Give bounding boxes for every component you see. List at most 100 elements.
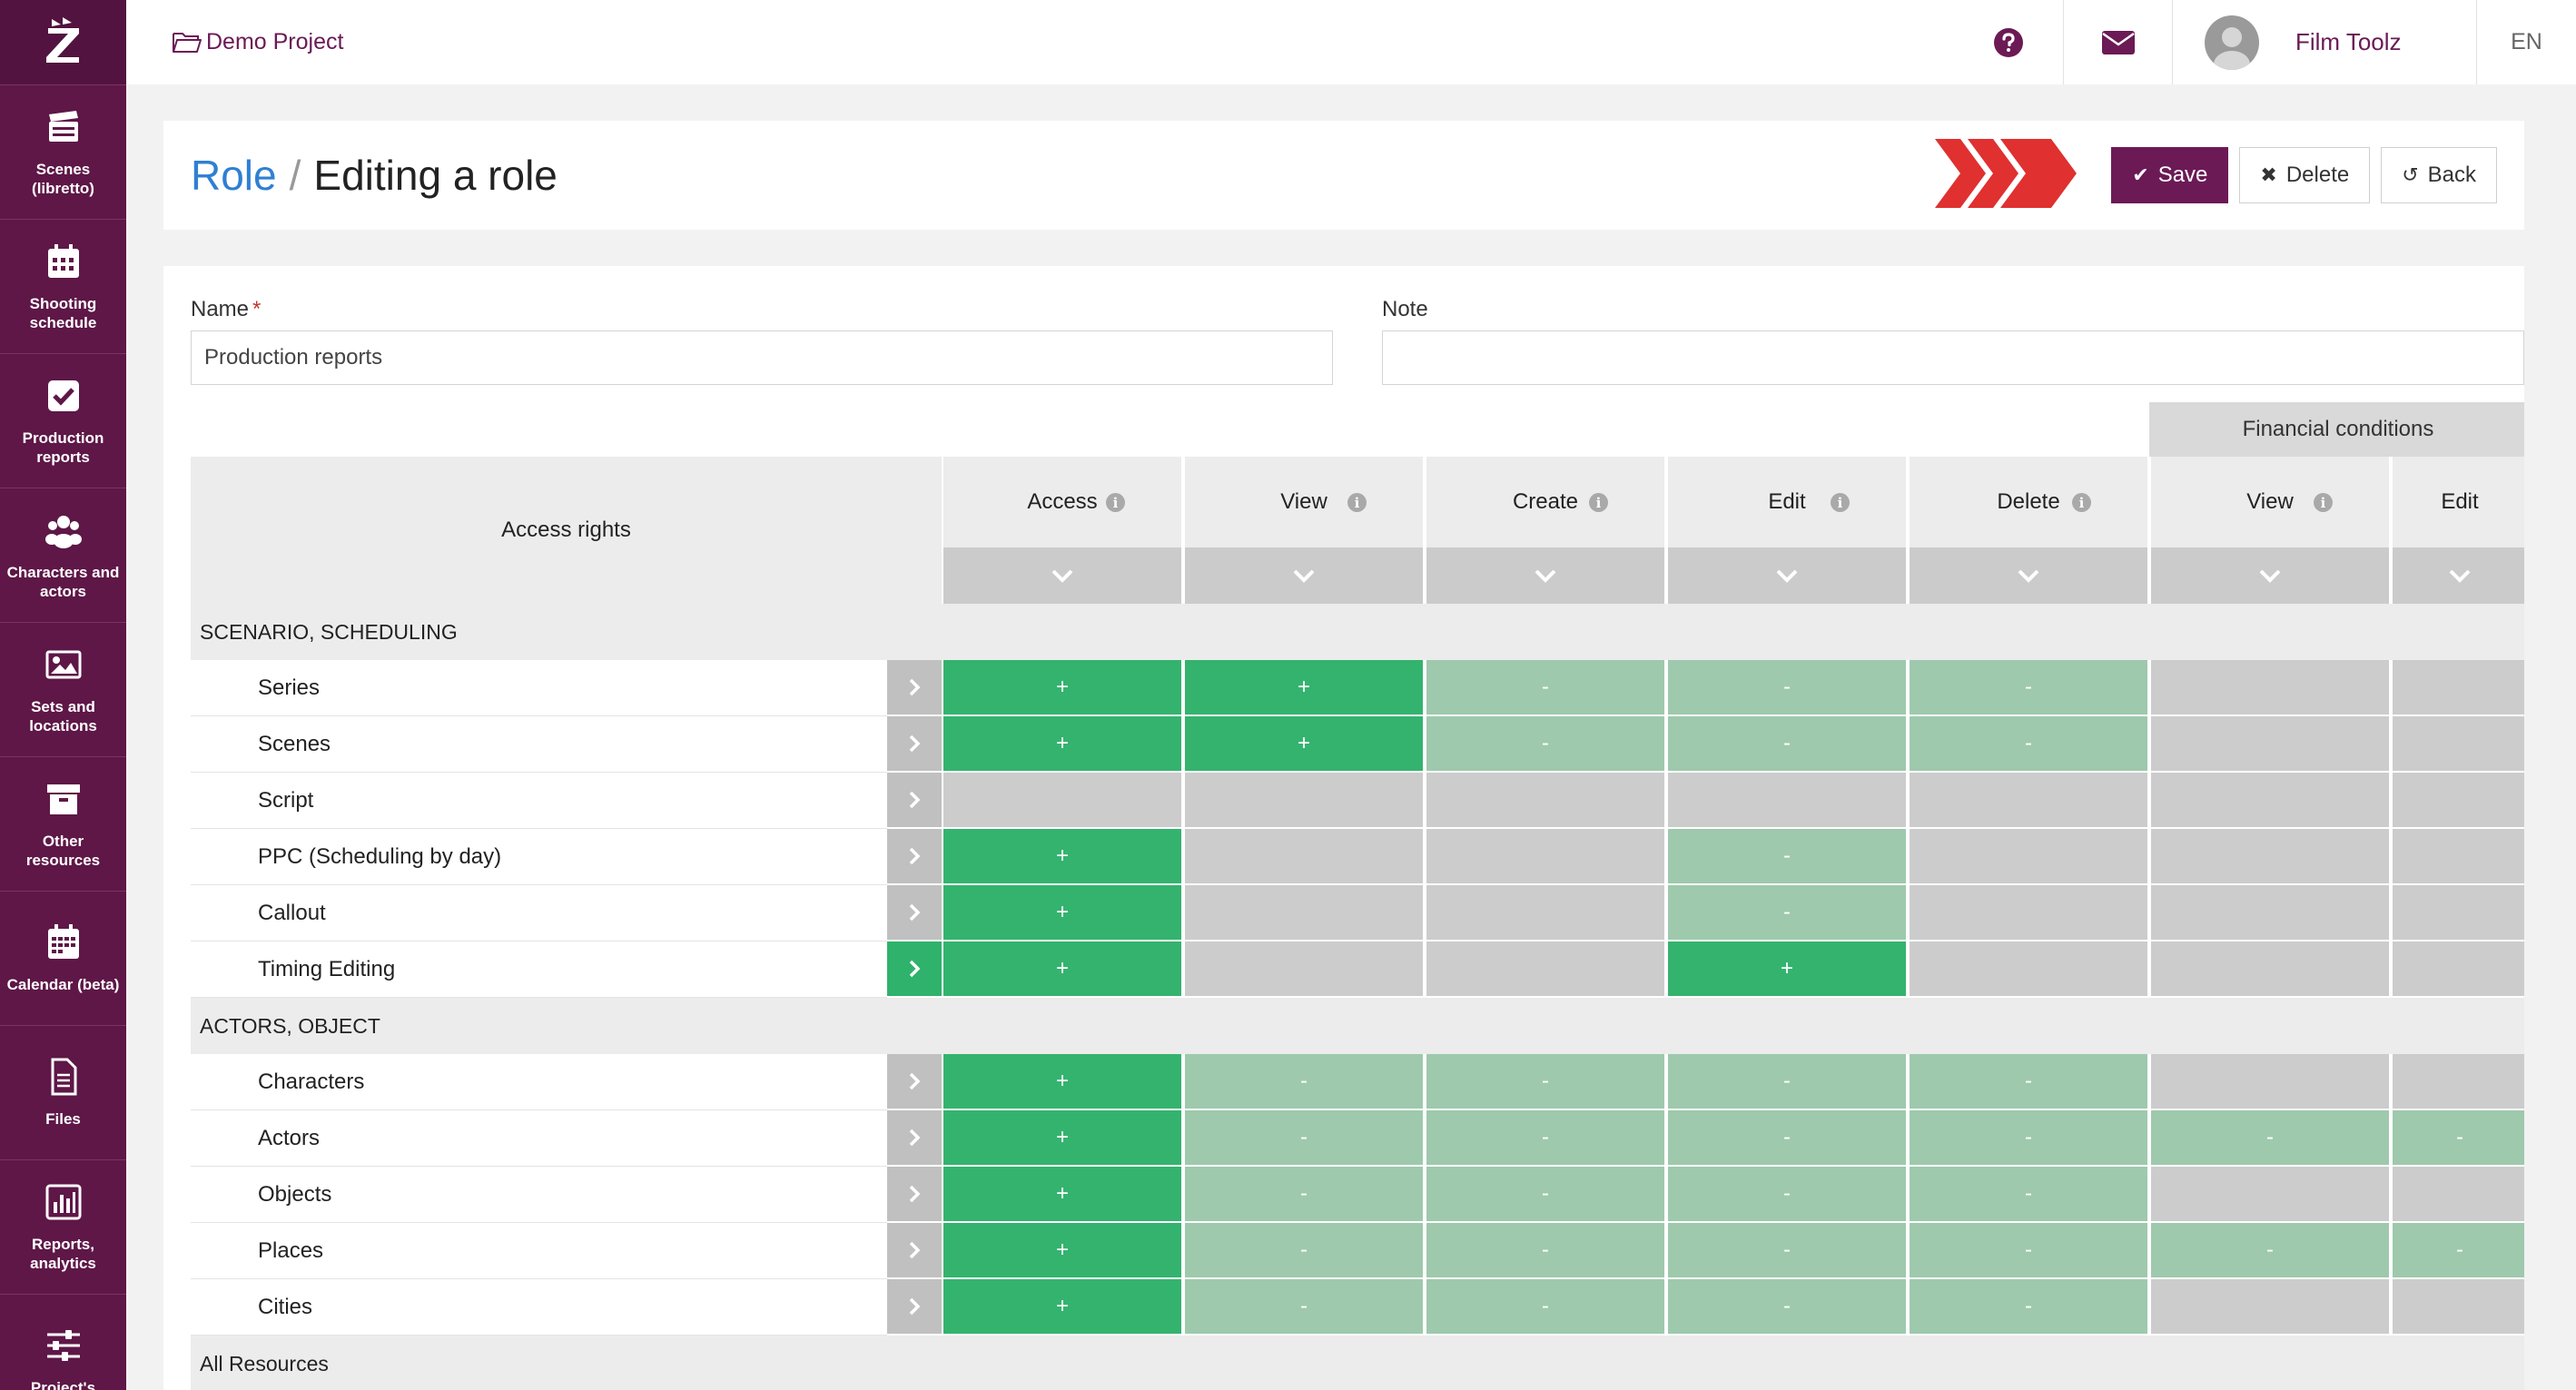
name-field[interactable]: Production reports (191, 330, 1333, 385)
row-expand-button[interactable] (887, 1110, 942, 1167)
permission-cell[interactable]: - (1666, 1223, 1906, 1279)
permission-cell[interactable]: - (1908, 716, 2147, 773)
user-menu[interactable]: Film Toolz (2172, 0, 2476, 84)
info-icon[interactable]: i (2314, 493, 2333, 512)
permission-cell[interactable]: - (1183, 1110, 1423, 1167)
save-button[interactable]: ✔ Save (2111, 147, 2229, 203)
row-expand-button[interactable] (887, 1223, 942, 1279)
info-icon[interactable]: i (1589, 493, 1608, 512)
permission-cell[interactable] (2391, 773, 2524, 829)
permission-cell[interactable] (942, 773, 1181, 829)
column-toggle-edit[interactable] (2391, 547, 2524, 604)
info-icon[interactable]: i (1831, 493, 1850, 512)
permission-cell[interactable] (2149, 1054, 2389, 1110)
language-selector[interactable]: EN (2476, 0, 2576, 84)
permission-cell[interactable] (2149, 660, 2389, 716)
permission-cell[interactable] (2149, 1279, 2389, 1336)
permission-cell[interactable]: - (1425, 1054, 1664, 1110)
note-field[interactable] (1382, 330, 2524, 385)
permission-cell[interactable] (1908, 885, 2147, 941)
permission-cell[interactable] (1425, 941, 1664, 998)
permission-cell[interactable]: - (1666, 1279, 1906, 1336)
permission-cell[interactable]: - (1908, 1223, 2147, 1279)
permission-cell[interactable]: - (1908, 660, 2147, 716)
column-toggle-create[interactable] (1425, 547, 1664, 604)
permission-cell[interactable] (2391, 716, 2524, 773)
sidebar-item-production-reports[interactable]: Production reports (0, 353, 126, 488)
sidebar-item-sets-and-locations[interactable]: Sets and locations (0, 622, 126, 756)
permission-cell[interactable]: - (2391, 1110, 2524, 1167)
permission-cell[interactable]: + (942, 1054, 1181, 1110)
permission-cell[interactable]: - (1908, 1054, 2147, 1110)
permission-cell[interactable]: - (1666, 829, 1906, 885)
row-expand-button[interactable] (887, 716, 942, 773)
permission-cell[interactable] (2149, 941, 2389, 998)
permission-cell[interactable]: - (1666, 885, 1906, 941)
column-toggle-access[interactable] (942, 547, 1181, 604)
permission-cell[interactable] (1908, 773, 2147, 829)
permission-cell[interactable]: + (942, 660, 1181, 716)
permission-cell[interactable] (1425, 829, 1664, 885)
app-logo[interactable] (0, 0, 126, 84)
permission-cell[interactable]: - (1666, 1110, 1906, 1167)
sidebar-item-files[interactable]: Files (0, 1025, 126, 1159)
permission-cell[interactable]: + (1183, 716, 1423, 773)
permission-cell[interactable] (1183, 829, 1423, 885)
permission-cell[interactable] (2149, 1167, 2389, 1223)
permission-cell[interactable] (2391, 1054, 2524, 1110)
permission-cell[interactable] (2391, 829, 2524, 885)
messages-button[interactable] (2063, 0, 2172, 84)
permission-cell[interactable]: + (942, 716, 1181, 773)
permission-cell[interactable]: + (942, 1110, 1181, 1167)
permission-cell[interactable]: - (1183, 1054, 1423, 1110)
permission-cell[interactable] (1183, 773, 1423, 829)
permission-cell[interactable]: + (942, 941, 1181, 998)
permission-cell[interactable]: - (1425, 1167, 1664, 1223)
sidebar-item-other-resources[interactable]: Other resources (0, 756, 126, 891)
permission-cell[interactable]: - (1666, 660, 1906, 716)
permission-cell[interactable]: - (2149, 1110, 2389, 1167)
permission-cell[interactable]: - (1183, 1167, 1423, 1223)
permission-cell[interactable] (2149, 885, 2389, 941)
permission-cell[interactable]: - (1666, 716, 1906, 773)
permission-cell[interactable]: - (1183, 1223, 1423, 1279)
permission-cell[interactable]: + (1666, 941, 1906, 998)
row-expand-button[interactable] (887, 885, 942, 941)
permission-cell[interactable] (1183, 885, 1423, 941)
row-expand-button[interactable] (887, 1279, 942, 1336)
permission-cell[interactable] (2391, 885, 2524, 941)
back-button[interactable]: ↺ Back (2381, 147, 2497, 203)
permission-cell[interactable]: - (2391, 1223, 2524, 1279)
row-expand-button[interactable] (887, 773, 942, 829)
permission-cell[interactable]: + (942, 829, 1181, 885)
breadcrumb-role-link[interactable]: Role (191, 152, 277, 199)
permission-cell[interactable]: - (1908, 1167, 2147, 1223)
permission-cell[interactable] (1425, 885, 1664, 941)
sidebar-item-calendar-beta[interactable]: Calendar (beta) (0, 891, 126, 1025)
row-expand-button[interactable] (887, 660, 942, 716)
info-icon[interactable]: i (2072, 493, 2091, 512)
permission-cell[interactable]: - (1908, 1110, 2147, 1167)
permission-cell[interactable] (1908, 829, 2147, 885)
row-expand-button[interactable] (887, 941, 942, 998)
permission-cell[interactable]: + (942, 1279, 1181, 1336)
sidebar-item-shooting-schedule[interactable]: Shooting schedule (0, 219, 126, 353)
permission-cell[interactable] (2391, 660, 2524, 716)
sidebar-item-reports-analytics[interactable]: Reports, analytics (0, 1159, 126, 1294)
row-expand-button[interactable] (887, 1167, 942, 1223)
project-selector[interactable]: Demo Project (172, 29, 343, 55)
info-icon[interactable]: i (1106, 493, 1125, 512)
info-icon[interactable]: i (1347, 493, 1367, 512)
sidebar-item-project-s[interactable]: Project's (0, 1294, 126, 1390)
permission-cell[interactable]: - (1908, 1279, 2147, 1336)
permission-cell[interactable]: - (1425, 1279, 1664, 1336)
column-toggle-delete[interactable] (1908, 547, 2147, 604)
permission-cell[interactable]: - (1666, 1167, 1906, 1223)
permission-cell[interactable] (2391, 1279, 2524, 1336)
permission-cell[interactable] (1666, 773, 1906, 829)
permission-cell[interactable]: + (942, 1223, 1181, 1279)
permission-cell[interactable] (1908, 941, 2147, 998)
permission-cell[interactable]: - (1666, 1054, 1906, 1110)
sidebar-item-scenes-libretto[interactable]: Scenes (libretto) (0, 84, 126, 219)
column-toggle-edit[interactable] (1666, 547, 1906, 604)
